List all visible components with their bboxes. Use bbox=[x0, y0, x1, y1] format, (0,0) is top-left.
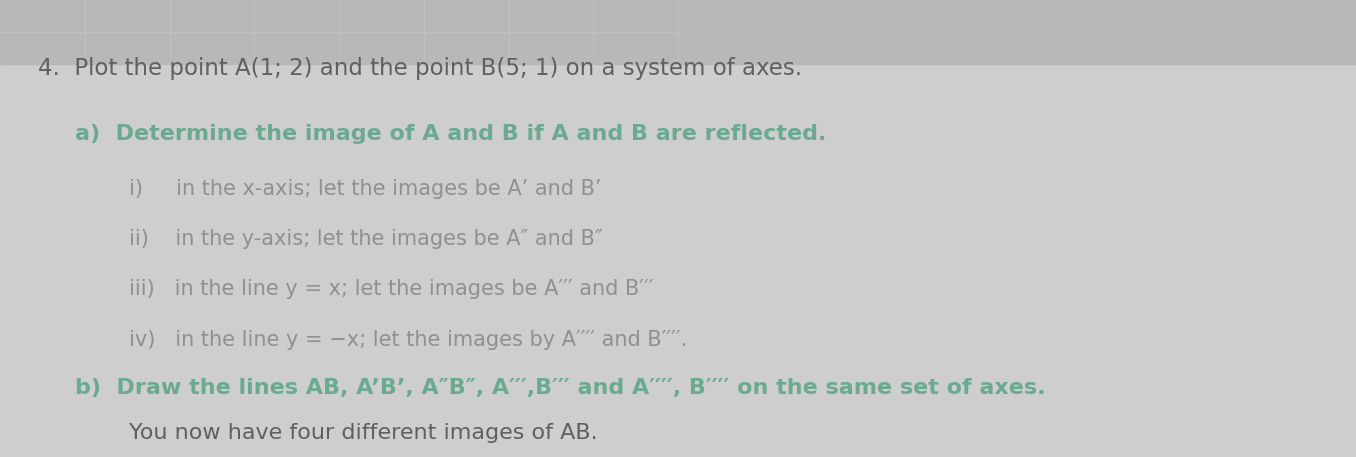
Text: b)  Draw the lines AB, A’B’, A″B″, A′′′,B′′′ and A′′′′, B′′′′ on the same set of: b) Draw the lines AB, A’B’, A″B″, A′′′,B… bbox=[75, 377, 1045, 398]
Text: iii)   in the line y = x; let the images be A′′′ and B′′′: iii) in the line y = x; let the images b… bbox=[129, 279, 654, 299]
Text: You now have four different images of AB.: You now have four different images of AB… bbox=[129, 423, 598, 443]
Text: iv)   in the line y = −x; let the images by A′′′′ and B′′′′.: iv) in the line y = −x; let the images b… bbox=[129, 329, 687, 350]
Text: ii)    in the y-axis; let the images be A″ and B″: ii) in the y-axis; let the images be A″ … bbox=[129, 229, 602, 249]
Text: 4.  Plot the point A(1; 2) and the point B(5; 1) on a system of axes.: 4. Plot the point A(1; 2) and the point … bbox=[38, 57, 803, 80]
Text: a)  Determine the image of A and B if A and B are reflected.: a) Determine the image of A and B if A a… bbox=[75, 124, 826, 144]
Text: i)     in the x-axis; let the images be A’ and B’: i) in the x-axis; let the images be A’ a… bbox=[129, 179, 601, 199]
Bar bbox=[0, 0, 1356, 64]
